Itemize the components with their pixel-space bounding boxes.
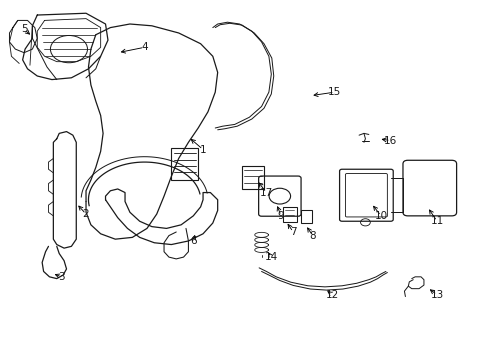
Text: 7: 7	[289, 227, 296, 237]
Text: 16: 16	[384, 136, 397, 145]
Text: 15: 15	[327, 87, 341, 97]
Text: 12: 12	[325, 290, 338, 300]
Text: 9: 9	[277, 211, 284, 221]
Text: 3: 3	[58, 272, 65, 282]
Text: 10: 10	[374, 211, 387, 221]
Text: 17: 17	[259, 188, 272, 198]
Text: 5: 5	[21, 24, 27, 35]
Text: 2: 2	[82, 209, 89, 219]
Text: 8: 8	[309, 231, 315, 240]
Text: 13: 13	[429, 290, 443, 300]
Text: 4: 4	[141, 42, 147, 52]
Text: 14: 14	[264, 252, 277, 262]
Text: 1: 1	[199, 144, 206, 154]
Text: 11: 11	[429, 216, 443, 226]
Text: 6: 6	[190, 236, 196, 246]
